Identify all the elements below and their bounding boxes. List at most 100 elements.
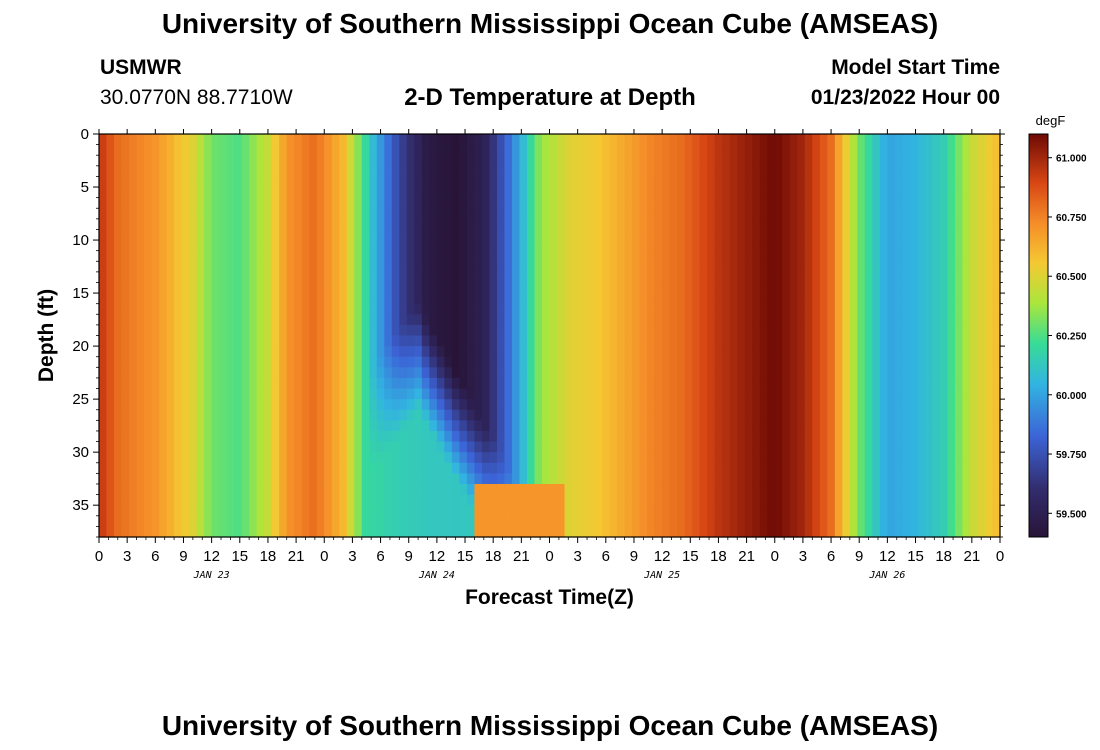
heatmap-cell [737,494,746,506]
heatmap-cell [669,282,678,294]
heatmap-cell [459,303,468,315]
heatmap-cell [699,229,708,241]
heatmap-cell [647,282,656,294]
heatmap-cell [759,346,768,358]
heatmap-cell [391,473,400,485]
heatmap-cell [166,261,175,273]
heatmap-cell [249,208,258,220]
heatmap-cell [714,134,723,146]
heatmap-cell [617,187,626,199]
heatmap-cell [602,462,611,474]
heatmap-cell [444,494,453,506]
heatmap-cell [774,441,783,453]
heatmap-cell [864,505,873,517]
heatmap-cell [474,324,483,337]
heatmap-cell [526,240,536,252]
heatmap-cell [361,218,370,231]
heatmap-cell [819,462,828,474]
heatmap-cell [669,367,678,379]
heatmap-cell [511,293,521,305]
heatmap-cell [481,314,491,326]
heatmap-cell [121,240,130,252]
heatmap-cell [361,176,370,188]
heatmap-cell [151,293,160,305]
heatmap-cell [324,399,333,411]
heatmap-cell [587,483,596,496]
heatmap-cell [106,324,115,337]
heatmap-cell [782,293,791,305]
heatmap-cell [722,515,731,527]
heatmap-cell [557,430,566,443]
heatmap-cell [969,314,979,326]
heatmap-cell [654,526,663,538]
heatmap-cell [474,409,483,421]
heatmap-cell [504,314,513,326]
heatmap-cell [699,240,708,252]
heatmap-cell [211,356,220,368]
heatmap-cell [331,293,340,305]
heatmap-cell [384,134,393,146]
heatmap-cell [376,462,385,474]
heatmap-cell [737,314,746,326]
heatmap-cell [624,229,633,241]
heatmap-cell [624,452,633,464]
heatmap-cell [669,473,678,485]
heatmap-cell [474,144,483,156]
heatmap-cell [812,377,821,390]
heatmap-cell [549,165,558,178]
heatmap-cell [241,526,250,538]
heatmap-cell [399,314,408,326]
heatmap-cell [196,356,205,368]
heatmap-cell [286,494,295,506]
heatmap-cell [181,261,190,273]
heatmap-cell [466,293,476,305]
heatmap-cell [256,250,265,262]
heatmap-cell [872,441,881,453]
heatmap-cell [189,430,198,443]
heatmap-cell [226,187,235,199]
heatmap-cell [99,356,108,368]
heatmap-cell [782,250,791,262]
heatmap-cell [887,452,896,464]
heatmap-cell [399,250,408,262]
heatmap-cell [144,155,153,167]
heatmap-cell [114,144,123,156]
heatmap-cell [819,134,828,146]
heatmap-cell [144,505,153,517]
heatmap-cell [114,261,123,273]
heatmap-cell [211,526,220,538]
heatmap-cell [954,293,964,305]
heatmap-cell [917,293,926,305]
heatmap-cell [632,494,641,506]
heatmap-cell [744,229,753,241]
heatmap-cell [669,240,678,252]
heatmap-cell [211,165,220,178]
heatmap-cell [977,430,986,443]
heatmap-cell [654,303,663,315]
heatmap-cell [136,483,145,496]
heatmap-cell [647,515,656,527]
heatmap-cell [654,409,663,421]
heatmap-cell [286,452,295,464]
heatmap-cell [624,324,633,337]
heatmap-cell [121,165,130,178]
heatmap-cell [954,271,964,284]
heatmap-cell [632,324,641,337]
heatmap-cell [361,303,370,315]
heatmap-cell [699,165,708,178]
heatmap-cell [331,399,340,411]
heatmap-cell [744,526,753,538]
heatmap-cell [331,144,340,156]
heatmap-cell [684,187,693,199]
heatmap-cell [204,271,213,284]
heatmap-cell [782,197,791,209]
heatmap-cell [226,452,235,464]
heatmap-cell [219,452,228,464]
heatmap-cell [917,430,926,443]
heatmap-cell [481,430,491,443]
heatmap-cell [144,208,153,220]
heatmap-cell [294,515,303,527]
heatmap-cell [632,526,641,538]
heatmap-cell [632,377,641,390]
heatmap-cell [99,261,108,273]
